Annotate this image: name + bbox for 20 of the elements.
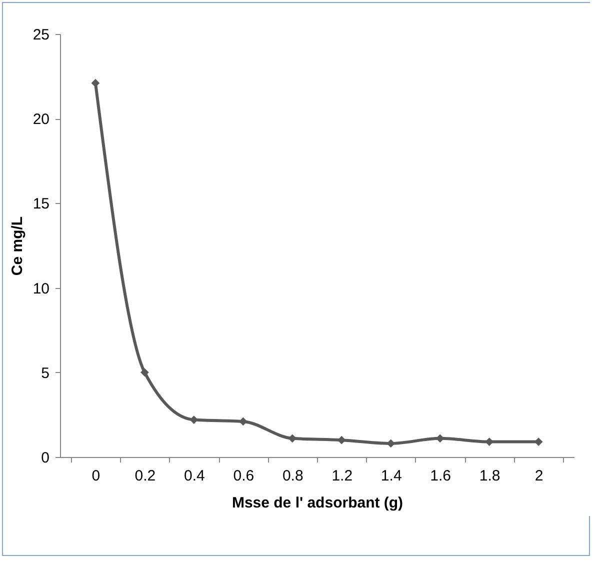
x-tick-label: 1.4 xyxy=(380,468,402,484)
x-tick-label: 0.6 xyxy=(233,468,254,484)
y-tick-label: 5 xyxy=(41,364,50,382)
point xyxy=(140,368,149,377)
y-tick-label: 0 xyxy=(41,450,50,466)
x-tick-label: 2 xyxy=(534,468,544,484)
x-tick-label: 1.8 xyxy=(479,468,500,484)
x-tick-label: 1.2 xyxy=(332,468,353,484)
x-tick-label: 0.4 xyxy=(184,468,205,484)
x-tick-label: 1.6 xyxy=(430,468,452,484)
y-tick-label: 15 xyxy=(32,196,50,213)
x-tick-label: 0 xyxy=(92,468,100,484)
y-tick-label: 25 xyxy=(32,26,50,44)
x-axis-title: Msse de l' adsorbant (g) xyxy=(232,494,404,512)
point xyxy=(91,78,100,88)
y-tick-label: 10 xyxy=(32,280,50,298)
x-tick-label: 0.8 xyxy=(282,468,304,484)
y-tick-label: 20 xyxy=(32,111,50,128)
x-tick-label: 0.2 xyxy=(134,468,156,484)
y-axis-title: Ce mg/L xyxy=(8,216,26,276)
